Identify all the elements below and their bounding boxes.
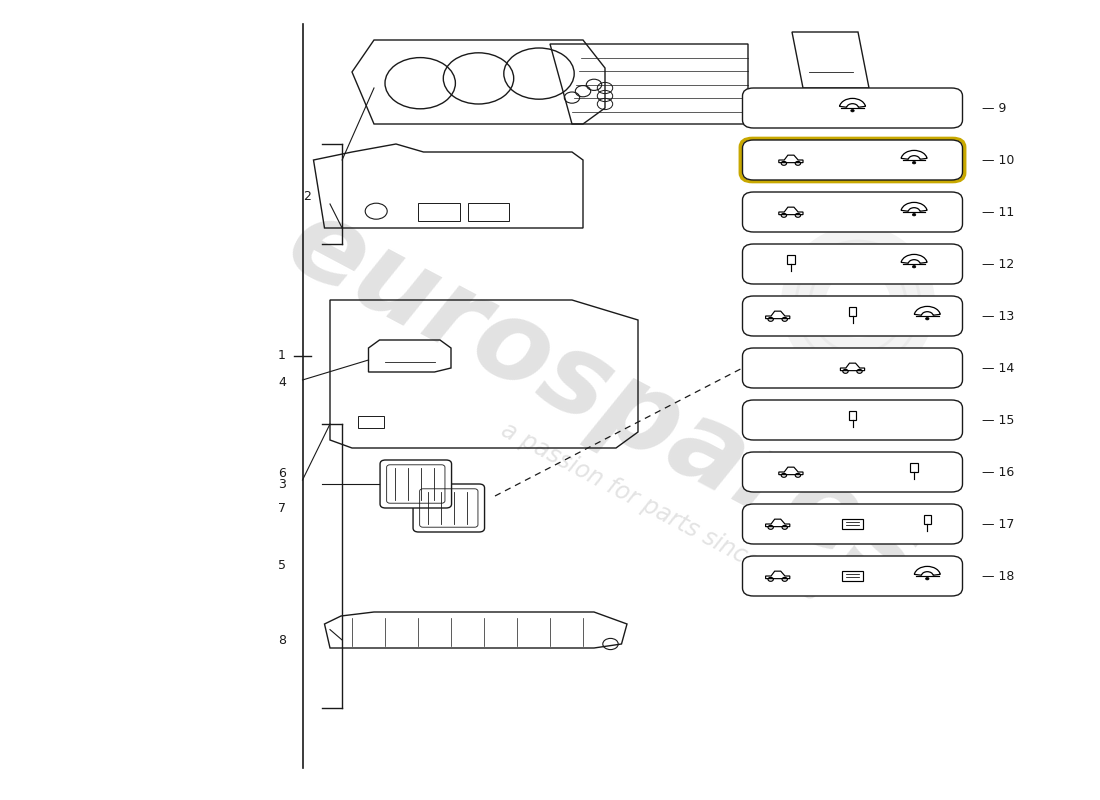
Text: a passion for parts since 1985: a passion for parts since 1985: [497, 418, 823, 606]
Text: 6: 6: [278, 467, 286, 480]
FancyBboxPatch shape: [742, 192, 962, 232]
FancyBboxPatch shape: [381, 460, 452, 508]
Bar: [843, 519, 862, 529]
Bar: [788, 254, 794, 265]
FancyBboxPatch shape: [742, 244, 962, 284]
Text: 7: 7: [278, 502, 286, 514]
Text: 5: 5: [278, 559, 286, 572]
Bar: [911, 462, 917, 473]
Circle shape: [850, 110, 855, 112]
Text: — 14: — 14: [982, 362, 1014, 374]
Text: — 15: — 15: [982, 414, 1014, 426]
Circle shape: [925, 578, 930, 580]
Bar: [418, 203, 460, 221]
Bar: [924, 514, 931, 525]
Text: — 17: — 17: [982, 518, 1014, 530]
Text: eurospares: eurospares: [270, 188, 940, 612]
FancyBboxPatch shape: [742, 140, 962, 180]
Text: 4: 4: [278, 376, 286, 389]
Bar: [849, 306, 856, 317]
Bar: [468, 203, 509, 221]
FancyBboxPatch shape: [742, 400, 962, 440]
Text: 2: 2: [304, 190, 311, 202]
Circle shape: [912, 214, 916, 216]
FancyBboxPatch shape: [742, 296, 962, 336]
FancyBboxPatch shape: [740, 138, 965, 182]
Text: — 12: — 12: [982, 258, 1014, 270]
Bar: [358, 416, 384, 428]
Text: — 10: — 10: [982, 154, 1014, 166]
FancyBboxPatch shape: [742, 504, 962, 544]
FancyBboxPatch shape: [742, 88, 962, 128]
Text: — 13: — 13: [982, 310, 1014, 322]
Text: 1: 1: [278, 350, 286, 362]
Circle shape: [912, 162, 916, 164]
Text: — 11: — 11: [982, 206, 1014, 218]
Text: — 9: — 9: [982, 102, 1007, 114]
Circle shape: [912, 266, 916, 268]
FancyBboxPatch shape: [742, 556, 962, 596]
Text: — 18: — 18: [982, 570, 1014, 582]
Bar: [849, 410, 856, 421]
FancyBboxPatch shape: [412, 484, 484, 532]
Text: 8: 8: [278, 634, 286, 646]
Bar: [843, 571, 862, 581]
FancyBboxPatch shape: [742, 452, 962, 492]
Text: 3: 3: [278, 478, 286, 490]
Circle shape: [925, 318, 930, 320]
Text: — 16: — 16: [982, 466, 1014, 478]
FancyBboxPatch shape: [742, 348, 962, 388]
